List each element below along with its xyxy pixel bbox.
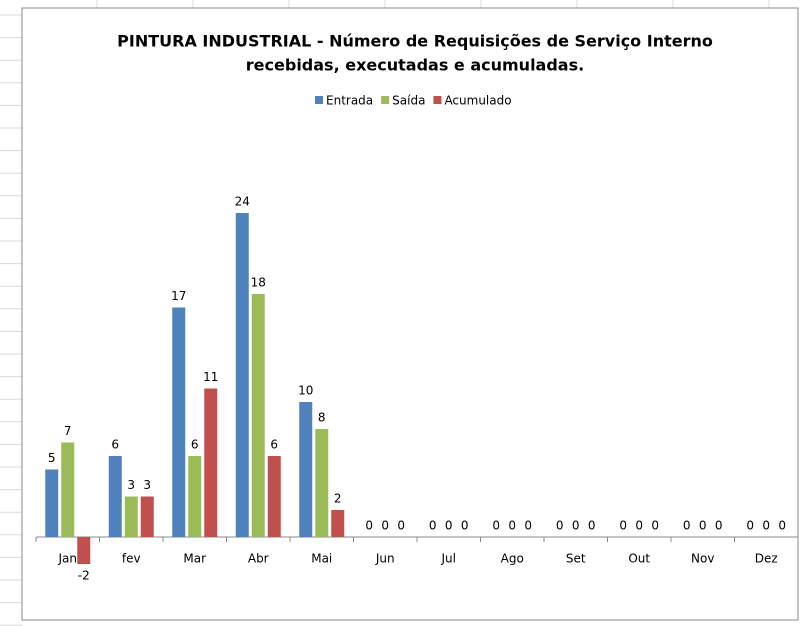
data-label: 2 [334, 492, 342, 506]
data-label: 3 [127, 478, 135, 492]
data-label: 0 [635, 519, 643, 533]
data-label: 0 [572, 519, 580, 533]
data-label: 0 [699, 519, 707, 533]
data-label: 6 [111, 438, 119, 452]
data-label: 0 [524, 519, 532, 533]
bar [267, 456, 281, 537]
data-label: 3 [143, 478, 151, 492]
data-label: 11 [203, 370, 218, 384]
bar [77, 537, 91, 564]
data-label: 0 [683, 519, 691, 533]
data-label: 0 [588, 519, 596, 533]
legend-label: Entrada [326, 94, 373, 108]
bar [235, 213, 249, 537]
x-tick-label: Jun [375, 552, 395, 566]
data-label: 0 [651, 519, 659, 533]
data-label: 0 [445, 519, 453, 533]
bar [251, 294, 265, 537]
chart-title: PINTURA INDUSTRIAL - Número de Requisiçõ… [117, 32, 713, 51]
legend-label: Acumulado [444, 94, 511, 108]
data-label: 0 [381, 519, 389, 533]
data-label: 0 [778, 519, 786, 533]
data-label: 0 [556, 519, 564, 533]
x-tick-label: Nov [691, 552, 714, 566]
data-label: 18 [251, 276, 266, 290]
bar [204, 388, 218, 537]
x-tick-label: Abr [248, 552, 269, 566]
data-label: 6 [191, 438, 199, 452]
data-label: 6 [270, 438, 278, 452]
x-tick-label: Dez [755, 552, 778, 566]
x-tick-label: Jan [58, 552, 78, 566]
bar [172, 307, 186, 537]
bar [140, 496, 154, 537]
legend-swatch [381, 96, 390, 104]
x-tick-label: Set [566, 552, 586, 566]
bar [315, 429, 329, 537]
sheet-grid [0, 0, 770, 626]
data-label: 0 [365, 519, 373, 533]
data-label: 0 [508, 519, 516, 533]
data-label: -2 [78, 569, 90, 583]
x-tick-label: Mai [311, 552, 332, 566]
data-label: 10 [298, 384, 313, 398]
bar [61, 442, 75, 537]
data-label: 24 [235, 195, 250, 209]
bar [108, 456, 122, 537]
legend-swatch [315, 96, 323, 104]
data-label: 8 [318, 411, 326, 425]
x-tick-label: Out [628, 552, 650, 566]
data-label: 0 [429, 519, 437, 533]
bar [299, 402, 313, 537]
bar [331, 510, 345, 537]
chart-subtitle: recebidas, executadas e acumuladas. [246, 56, 584, 75]
x-tick-label: fev [122, 552, 141, 566]
data-label: 7 [64, 424, 72, 438]
x-tick-label: Jul [441, 552, 456, 566]
bar [124, 496, 138, 537]
data-label: 0 [762, 519, 770, 533]
x-tick-label: Ago [501, 552, 524, 566]
legend-label: Saída [392, 94, 425, 108]
data-label: 0 [619, 519, 627, 533]
data-label: 0 [715, 519, 723, 533]
data-label: 0 [461, 519, 469, 533]
x-tick-label: Mar [183, 552, 206, 566]
data-label: 17 [171, 289, 186, 303]
bar [45, 469, 59, 537]
data-label: 0 [397, 519, 405, 533]
data-label: 0 [492, 519, 500, 533]
bar [188, 456, 202, 537]
data-label: 5 [48, 451, 56, 465]
legend-swatch [433, 96, 442, 104]
data-label: 0 [746, 519, 754, 533]
